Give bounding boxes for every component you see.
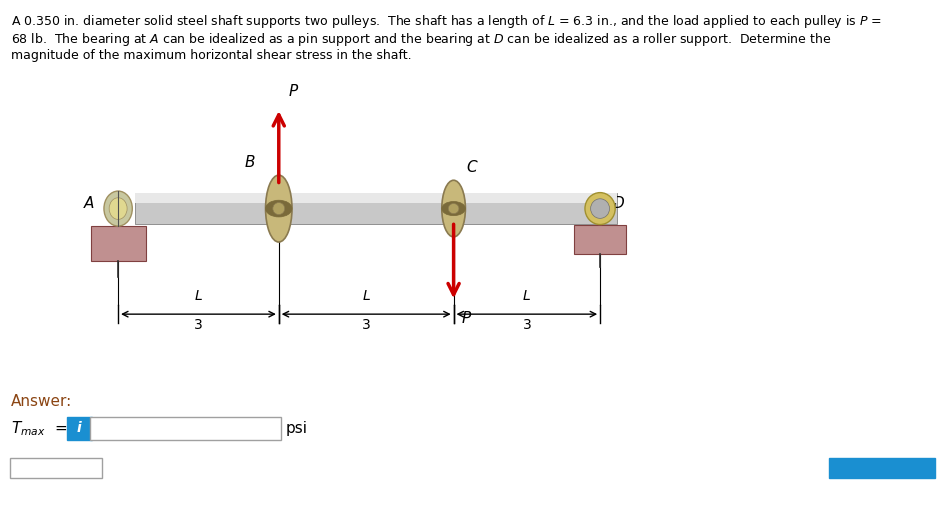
FancyBboxPatch shape (67, 417, 92, 440)
Text: P: P (288, 84, 297, 99)
FancyBboxPatch shape (828, 458, 934, 478)
Ellipse shape (265, 175, 292, 242)
Text: 3: 3 (194, 318, 203, 332)
Text: L: L (362, 289, 370, 303)
Ellipse shape (265, 200, 292, 217)
Text: psi: psi (285, 421, 307, 436)
Ellipse shape (441, 180, 464, 237)
Text: P: P (461, 311, 470, 325)
Text: 3: 3 (362, 318, 370, 332)
FancyBboxPatch shape (10, 458, 102, 478)
FancyBboxPatch shape (90, 417, 280, 440)
Ellipse shape (109, 198, 126, 219)
Text: L: L (194, 289, 202, 303)
Ellipse shape (441, 201, 464, 216)
Text: Answer:: Answer: (11, 394, 73, 409)
Text: L: L (522, 289, 531, 303)
Text: magnitude of the maximum horizontal shear stress in the shaft.: magnitude of the maximum horizontal shea… (11, 49, 412, 62)
Text: 68 lb.  The bearing at $A$ can be idealized as a pin support and the bearing at : 68 lb. The bearing at $A$ can be idealiz… (11, 31, 831, 48)
Polygon shape (574, 225, 625, 254)
Text: B: B (244, 154, 255, 170)
Text: A 0.350 in. diameter solid steel shaft supports two pulleys.  The shaft has a le: A 0.350 in. diameter solid steel shaft s… (11, 13, 882, 30)
Text: A: A (84, 196, 94, 211)
Ellipse shape (273, 202, 284, 215)
Ellipse shape (590, 199, 609, 218)
Polygon shape (91, 226, 145, 261)
Text: =: = (55, 421, 67, 436)
Ellipse shape (584, 193, 615, 225)
Polygon shape (135, 193, 616, 224)
Text: $T_{max}$: $T_{max}$ (11, 419, 46, 438)
Ellipse shape (447, 203, 459, 214)
Text: C: C (465, 160, 476, 175)
Ellipse shape (104, 191, 132, 226)
Text: 3: 3 (522, 318, 531, 332)
Polygon shape (135, 193, 616, 203)
Text: D: D (612, 196, 623, 211)
Text: i: i (76, 421, 82, 436)
